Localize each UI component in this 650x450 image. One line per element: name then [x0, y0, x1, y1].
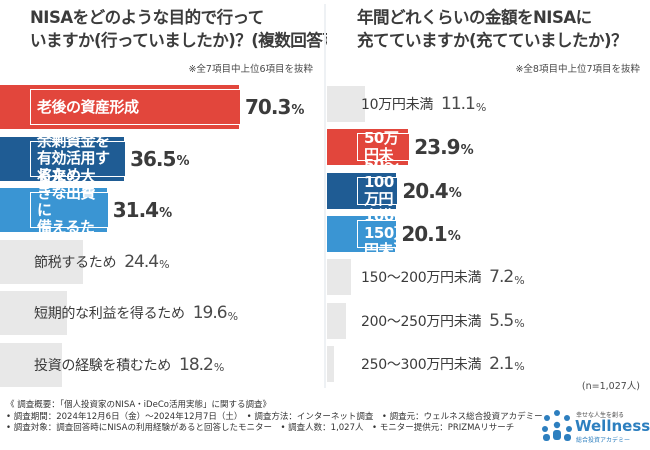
data-label: 19.6% — [192, 303, 238, 323]
category-label: 短期的な利益を得るため — [34, 306, 185, 322]
category-label: 投資の経験を積むため — [34, 357, 171, 374]
category-label: 余剰資金を 有効活用するため — [30, 133, 127, 184]
sample-size-note: (n=1,027人) — [581, 381, 640, 392]
survey-summary-line: • 調査期間：2024年12月6日（金）〜2024年12月7日（土） • 調査方… — [6, 411, 543, 422]
category-label-line: 50〜100万円未満 — [364, 155, 399, 224]
bar — [327, 86, 365, 122]
bar-row: 50〜100万円未満20.4% — [327, 156, 650, 224]
bar-row: 老後の資産形成 70.3% — [0, 85, 323, 129]
category-label: 10〜50万円未満 — [357, 113, 411, 181]
bar-row: 10〜50万円未満 23.9% — [327, 113, 650, 181]
data-label: 24.4% — [124, 251, 169, 272]
chart-panel-amount: 年間どれくらいの金額をNISAに 充てていますか(充てていましたか)？ ※全8項… — [327, 0, 650, 392]
subset-note: ※全7項目中上位6項目を抜粋 — [188, 64, 313, 75]
data-label: 11.1% — [441, 94, 486, 114]
bar — [0, 291, 67, 335]
data-label: 23.9% — [414, 135, 473, 160]
category-label-line: 余剰資金を — [37, 132, 110, 150]
logo-tagline: 幸せな人生を創る — [576, 412, 625, 419]
data-label: 70.3% — [245, 95, 304, 119]
bar-row: 短期的な利益を得るため 19.6% — [0, 291, 323, 335]
chart-panel-purpose: NISAをどのような目的で行って いますか(行っていましたか)？(複数回答可) … — [0, 0, 346, 392]
category-label: 老後の資産形成 — [30, 89, 242, 125]
category-label: 将来の大きな出費に備えるため — [30, 167, 109, 252]
category-label-line: 有効活用するため — [37, 149, 110, 184]
category-label: 200〜250万円未満 — [361, 313, 482, 330]
survey-summary: 《 調査概要：「個人投資家のNISA・iDeCo活用実態」に関する調査》 • 調… — [6, 400, 543, 435]
chart-title: 年間どれくらいの金額をNISAに 充てていますか(充てていましたか)？ — [357, 8, 628, 50]
category-label-line: 100〜150万円未満 — [364, 207, 409, 260]
bar-row: 余剰資金を 有効活用するため 36.5% — [0, 133, 323, 184]
bar — [327, 345, 335, 382]
category-label-line: 10〜50万円未満 — [364, 112, 399, 181]
category-label: 150〜200万円未満 — [361, 270, 482, 287]
bar-row: 150〜200万円未満 7.2% — [327, 259, 650, 296]
category-label-line: 老後の資産形成 — [37, 97, 139, 116]
category-label: 10万円未満 — [361, 97, 434, 113]
panel-divider — [324, 4, 326, 388]
survey-summary-line: 《 調査概要：「個人投資家のNISA・iDeCo活用実態」に関する調査》 — [6, 400, 271, 410]
category-label: 50〜100万円未満 — [357, 156, 399, 224]
bar-row: 投資の経験を積むため 18.2% — [0, 342, 323, 387]
bar — [327, 302, 346, 339]
bar-row: 節税するため 24.4% — [0, 239, 323, 284]
people-circle-logo-icon — [542, 410, 572, 441]
survey-summary-line: • 調査対象：調査回答時にNISAの利用経験があると回答したモニター • 調査人… — [6, 423, 515, 433]
bar-row: 200〜250万円未満 5.5% — [327, 302, 650, 339]
bar — [327, 259, 352, 296]
category-label-line: 将来の大きな出費に — [37, 166, 96, 219]
category-label: 100〜150万円未満 — [357, 208, 409, 259]
data-label: 18.2% — [179, 354, 224, 375]
data-label: 20.4% — [402, 178, 461, 203]
data-label: 20.1% — [401, 221, 460, 246]
data-label: 31.4% — [112, 198, 172, 222]
chart-title: NISAをどのような目的で行って いますか(行っていましたか)？(複数回答可) — [30, 8, 346, 50]
wellness-logo: 幸せな人生を創る Wellness 総合投資アカデミー — [540, 408, 650, 444]
bar-row: 将来の大きな出費に備えるため31.4% — [0, 167, 323, 252]
bar-row: 10万円未満 11.1% — [327, 86, 650, 122]
category-label: 節税するため — [34, 254, 117, 271]
logo-name: Wellness — [575, 417, 650, 435]
subset-note: ※全8項目中上位7項目を抜粋 — [515, 64, 640, 75]
data-label: 2.1% — [489, 353, 525, 374]
bar — [0, 342, 62, 387]
category-label: 250〜300万円未満 — [361, 356, 482, 373]
data-label: 36.5% — [130, 146, 189, 171]
logo-subname: 総合投資アカデミー — [576, 437, 631, 444]
bar-row: 100〜150万円未満 20.1% — [327, 208, 650, 259]
data-label: 7.2% — [489, 267, 525, 288]
data-label: 5.5% — [489, 310, 525, 331]
bar — [0, 239, 83, 284]
bar-row: 250〜300万円未満 2.1% — [327, 345, 650, 382]
